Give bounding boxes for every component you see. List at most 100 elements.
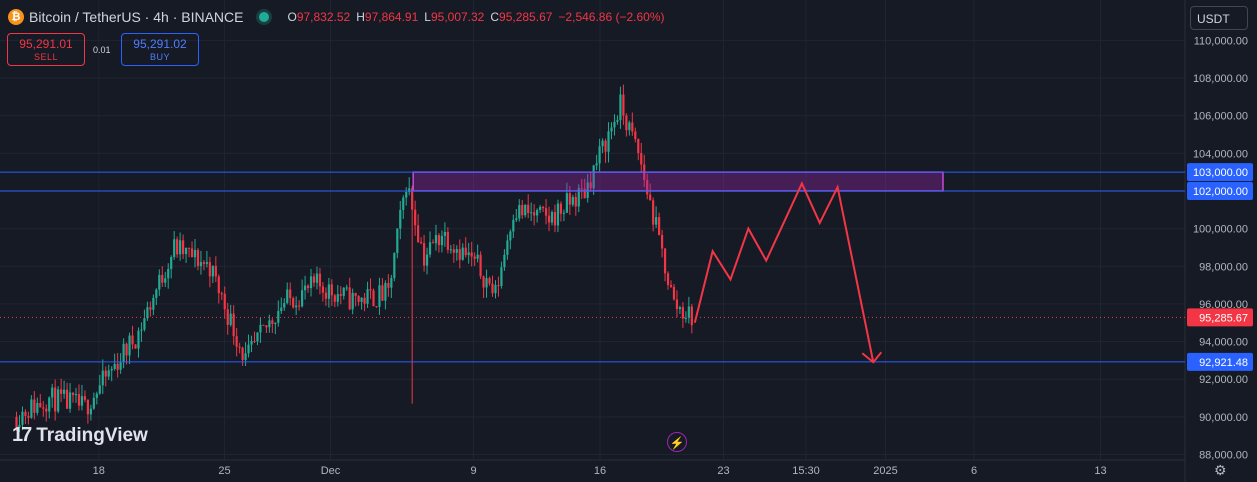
price-tag-bg xyxy=(1187,308,1253,327)
candle-body xyxy=(524,204,527,216)
candle-body xyxy=(223,293,226,310)
candle-body xyxy=(437,235,441,246)
candle-body xyxy=(559,203,563,214)
candle-body xyxy=(202,262,206,264)
candle-body xyxy=(577,188,580,207)
candle-body xyxy=(571,197,574,205)
candle-body xyxy=(625,115,628,131)
price-tick-label: 110,000.00 xyxy=(1194,35,1248,47)
price-tick-label: 90,000.00 xyxy=(1199,412,1248,424)
sell-button[interactable]: 95,291.01 SELL xyxy=(7,33,85,66)
candle-body xyxy=(98,385,101,394)
candle-body xyxy=(396,228,399,254)
candle-body xyxy=(393,253,396,278)
candle-body xyxy=(521,205,524,216)
candle-body xyxy=(193,249,197,258)
candle-body xyxy=(669,285,673,287)
candle-body xyxy=(36,402,39,413)
candle-body xyxy=(681,307,684,319)
candle-body xyxy=(101,370,104,386)
candle-body xyxy=(580,188,583,190)
candle-body xyxy=(235,336,238,347)
ohlc-close-value: 95,285.67 xyxy=(499,10,553,24)
candle-body xyxy=(137,330,140,349)
candle-body xyxy=(539,206,542,210)
candles xyxy=(15,84,693,433)
projection-arrowhead xyxy=(861,351,883,364)
candle-body xyxy=(271,320,274,324)
candle-body xyxy=(634,131,637,140)
tradingview-logo[interactable]: 17 TradingView xyxy=(12,424,148,447)
candle-body xyxy=(318,273,322,287)
candle-body xyxy=(262,324,265,326)
price-tick-label: 100,000.00 xyxy=(1193,224,1248,236)
symbol-title[interactable]: Bitcoin / TetherUS · 4h · BINANCE xyxy=(29,9,244,25)
tradingview-mark-icon: 17 xyxy=(12,424,32,446)
candle-body xyxy=(327,284,330,299)
candle-body xyxy=(482,276,485,288)
candle-body xyxy=(312,276,316,283)
candle-body xyxy=(369,289,372,291)
ohlc-open-value: 97,832.52 xyxy=(296,10,351,24)
candle-body xyxy=(241,347,244,360)
candle-body xyxy=(628,122,631,131)
candle-body xyxy=(289,289,292,299)
candle-body xyxy=(226,309,229,325)
candle-body xyxy=(277,310,280,323)
price-tick-label: 106,000.00 xyxy=(1193,111,1248,123)
candle-body xyxy=(390,277,393,288)
candle-body xyxy=(86,399,89,415)
candle-body xyxy=(666,273,670,286)
candle-body xyxy=(649,194,652,201)
candle-body xyxy=(27,415,30,418)
candle-body xyxy=(363,297,366,304)
candle-body xyxy=(503,254,506,268)
candle-body xyxy=(550,212,554,223)
ohlc-high-key: H xyxy=(356,10,365,24)
candle-body xyxy=(675,299,679,310)
candle-body xyxy=(553,212,557,226)
candle-body xyxy=(425,254,429,266)
candle-body xyxy=(164,278,167,283)
resistance-zone xyxy=(412,171,944,192)
candle-body xyxy=(21,411,24,425)
candle-body xyxy=(598,146,601,164)
candle-body xyxy=(434,235,438,244)
candle-body xyxy=(684,318,687,320)
candle-body xyxy=(306,285,310,289)
buy-price: 95,291.02 xyxy=(133,37,187,51)
time-tick-label: 2025 xyxy=(873,465,897,477)
candle-body xyxy=(24,411,27,416)
projection-path xyxy=(693,181,875,363)
candle-body xyxy=(330,284,333,296)
candle-body xyxy=(589,182,592,189)
order-quantity[interactable]: 0.01 xyxy=(93,45,111,55)
candle-body xyxy=(244,353,247,360)
lightning-icon[interactable]: ⚡ xyxy=(667,432,687,452)
candle-body xyxy=(541,206,545,209)
candle-body xyxy=(619,94,622,121)
candle-body xyxy=(253,341,256,343)
candle-body xyxy=(658,217,661,235)
candle-body xyxy=(214,265,217,277)
candle-body xyxy=(113,363,116,369)
ohlc-low-key: L xyxy=(424,10,431,24)
candle-body xyxy=(485,278,488,288)
buy-button[interactable]: 95,291.02 BUY xyxy=(121,33,199,66)
candle-body xyxy=(51,387,54,398)
candle-body xyxy=(556,203,560,226)
price-tick-label: 98,000.00 xyxy=(1199,261,1248,273)
candle-body xyxy=(592,165,595,189)
candle-body xyxy=(128,335,131,356)
gear-icon[interactable]: ⚙ xyxy=(1214,462,1227,478)
candle-body xyxy=(83,396,87,400)
candle-body xyxy=(71,392,75,396)
currency-select[interactable]: USDT xyxy=(1190,6,1248,30)
candle-body xyxy=(190,248,194,258)
candle-body xyxy=(533,212,536,216)
candle-body xyxy=(607,131,610,152)
candle-body xyxy=(530,212,533,214)
candle-body xyxy=(283,302,286,308)
candle-body xyxy=(107,370,110,377)
